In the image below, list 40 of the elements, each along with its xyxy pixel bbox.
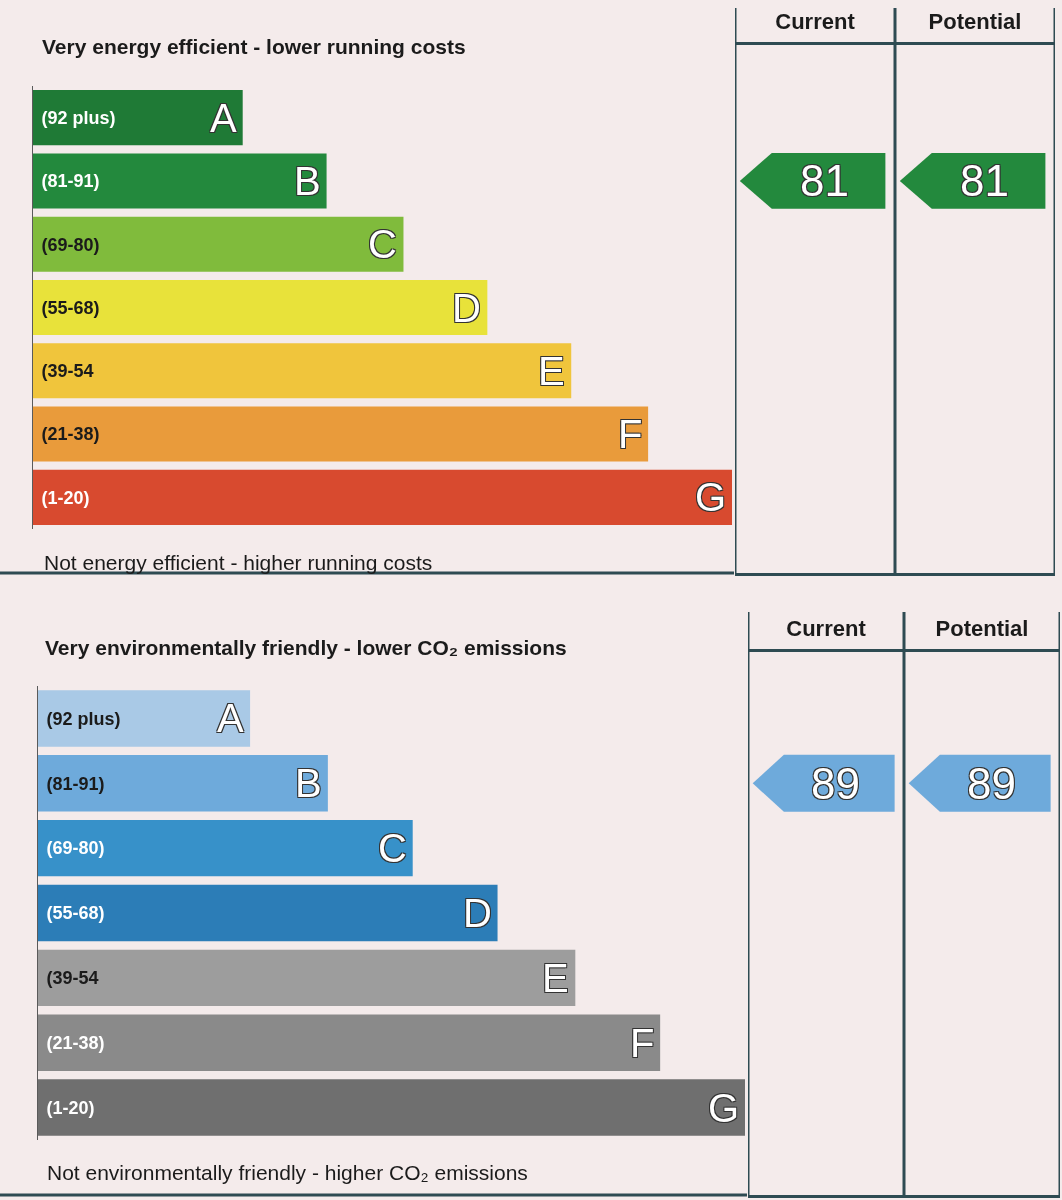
text: Not environmentally friendly - higher CO₂ emissions — [47, 1161, 528, 1184]
category-label: Current — [786, 616, 867, 642]
y-tick-label: (21-38) — [46, 1033, 105, 1054]
annotation: A — [210, 96, 237, 140]
chart-title: Very energy efficient - lower running costs — [42, 35, 466, 59]
annotation: A — [217, 696, 244, 740]
y-tick-label: (55-68) — [46, 903, 105, 924]
annotation: B — [295, 761, 322, 805]
annotation: F — [618, 412, 643, 456]
annotation: G — [695, 475, 727, 519]
y-tick-label: (81-91) — [46, 773, 105, 794]
category-label: Potential — [928, 9, 1022, 35]
text: 89 — [967, 759, 1016, 808]
category-label: Potential — [935, 616, 1029, 642]
annotation: B — [294, 159, 321, 203]
y-tick-label: (81-91) — [41, 171, 100, 192]
y-tick-label: (39-54 — [41, 361, 94, 382]
y-tick-label: (55-68) — [41, 297, 100, 318]
category-label: Current — [775, 9, 856, 35]
y-tick-label: (39-54 — [46, 968, 99, 989]
annotation: E — [542, 956, 569, 1000]
y-tick-label: (92 plus) — [41, 107, 116, 128]
annotation: C — [378, 826, 407, 870]
text: 81 — [800, 156, 849, 205]
annotation: G — [708, 1086, 740, 1130]
y-tick-label: (69-80) — [46, 838, 105, 859]
annotation: D — [463, 891, 492, 935]
annotation: C — [368, 222, 397, 266]
annotation: D — [452, 286, 481, 330]
y-tick-label: (1-20) — [46, 1097, 95, 1118]
text: 89 — [811, 759, 860, 808]
y-tick-label: (69-80) — [41, 234, 100, 255]
annotation: E — [538, 349, 565, 393]
text: Not energy efficient - higher running costs — [44, 551, 433, 574]
y-tick-label: (1-20) — [41, 487, 90, 508]
chart-title: Very environmentally friendly - lower CO₂ emissions — [45, 636, 567, 660]
annotation: F — [630, 1021, 655, 1065]
text: 81 — [960, 156, 1009, 205]
y-tick-label: (21-38) — [41, 424, 100, 445]
y-tick-label: (92 plus) — [46, 708, 121, 729]
